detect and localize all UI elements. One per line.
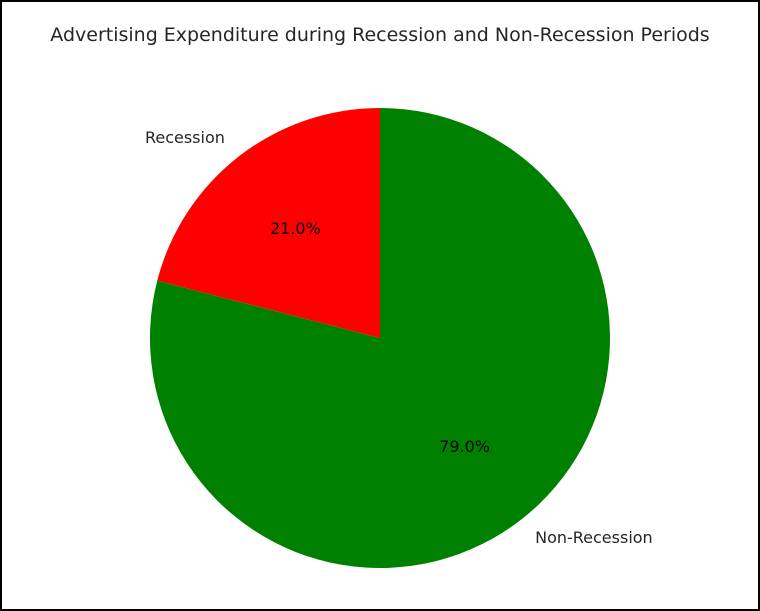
percent-label-non-recession: 79.0%: [439, 437, 490, 456]
chart-title: Advertising Expenditure during Recession…: [50, 24, 709, 46]
pie-slice-recession: [157, 108, 380, 338]
pie-slice-non-recession: [150, 108, 611, 568]
percent-label-recession: 21.0%: [270, 219, 321, 238]
slice-label-recession: Recession: [145, 128, 225, 147]
pie-labels: Recession 21.0% Non-Recession 79.0%: [145, 128, 653, 547]
pie-slices: [150, 108, 611, 568]
slice-label-non-recession: Non-Recession: [535, 528, 653, 547]
